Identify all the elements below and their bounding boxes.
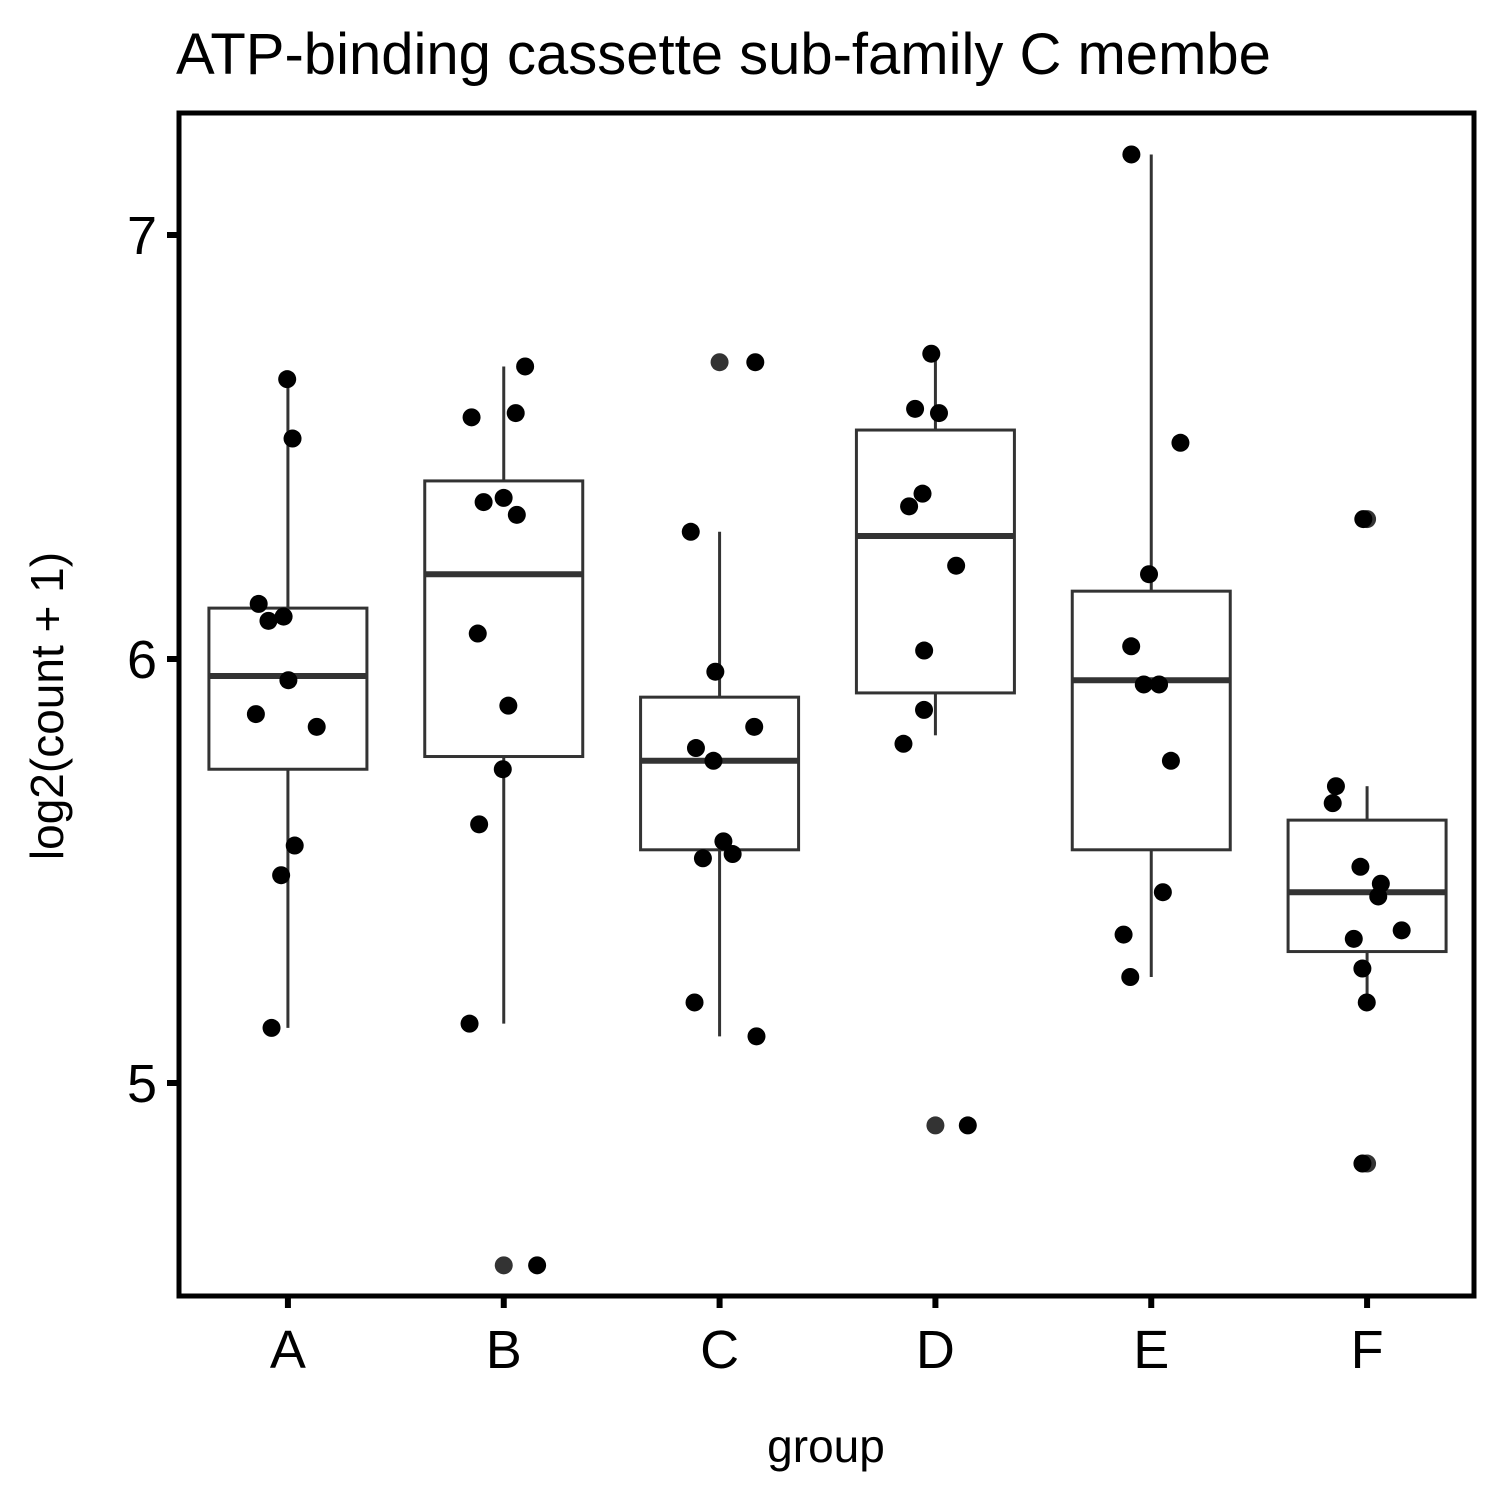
data-point [1357, 993, 1376, 1012]
data-point [1323, 794, 1342, 813]
data-point [714, 832, 733, 851]
data-point [279, 671, 298, 690]
data-point [1140, 565, 1159, 584]
data-point [246, 705, 265, 724]
data-point [272, 866, 291, 885]
data-point [1353, 1154, 1372, 1173]
data-point [1122, 145, 1141, 164]
data-point [493, 760, 512, 779]
data-point [1353, 959, 1372, 978]
data-point [1122, 637, 1141, 656]
data-point [262, 1018, 281, 1037]
data-point [283, 429, 302, 448]
data-point [507, 505, 526, 524]
iqr-box [854, 428, 1016, 695]
data-point [1161, 751, 1180, 770]
box-B [423, 366, 585, 1024]
data-point [704, 751, 723, 770]
data-point [494, 488, 513, 507]
x-tick-label: B [486, 1320, 522, 1380]
data-point [900, 497, 919, 516]
x-axis-title: group [767, 1420, 885, 1472]
data-point [686, 739, 705, 758]
outlier-point [710, 353, 729, 372]
y-tick-label: 6 [127, 630, 157, 690]
plot-marks [207, 145, 1448, 1275]
x-tick-label: D [916, 1320, 955, 1380]
data-point [915, 641, 934, 660]
data-point [499, 696, 518, 715]
data-point [1351, 857, 1370, 876]
iqr-box [1286, 818, 1448, 954]
x-tick-label: F [1351, 1320, 1384, 1380]
plot-panel-border [176, 110, 1477, 1299]
data-point [913, 484, 932, 503]
iqr-box [423, 479, 585, 759]
data-point [723, 845, 742, 864]
x-tick-label: A [270, 1320, 306, 1380]
iqr-box [1070, 589, 1232, 852]
data-point [958, 1116, 977, 1135]
data-point [528, 1256, 547, 1275]
data-point [906, 399, 925, 418]
data-point [1369, 887, 1388, 906]
box-F [1286, 786, 1448, 1003]
y-tick-label: 5 [127, 1054, 157, 1114]
data-point [1354, 510, 1373, 529]
box-D [854, 353, 1016, 736]
data-point [516, 357, 535, 376]
data-point [1114, 925, 1133, 944]
data-point [693, 849, 712, 868]
outlier-point [494, 1256, 513, 1275]
outlier-point [926, 1116, 945, 1135]
data-point [462, 408, 481, 427]
data-point [285, 836, 304, 855]
data-point [278, 370, 297, 389]
data-point [274, 607, 293, 626]
data-point [947, 556, 966, 575]
data-point [681, 522, 700, 541]
data-point [1326, 777, 1345, 796]
data-point [470, 815, 489, 834]
data-point [929, 404, 948, 423]
data-point [474, 493, 493, 512]
data-point [746, 353, 765, 372]
box-A [207, 379, 369, 1028]
data-point [249, 594, 268, 613]
box-E [1070, 154, 1232, 977]
data-point [1153, 883, 1172, 902]
y-axis-title: log2(count + 1) [21, 552, 73, 860]
chart-title: ATP-binding cassette sub-family C membe [176, 22, 1271, 87]
data-point [685, 993, 704, 1012]
x-tick-label: E [1133, 1320, 1169, 1380]
x-axis: A B C D E F [270, 1296, 1384, 1380]
data-point [506, 404, 525, 423]
y-axis: 5 6 7 [127, 206, 179, 1114]
iqr-box [639, 695, 801, 852]
data-point [468, 624, 487, 643]
data-point [894, 734, 913, 753]
data-point [706, 662, 725, 681]
data-point [1134, 675, 1153, 694]
data-point [915, 700, 934, 719]
data-point [307, 717, 326, 736]
data-point [1121, 968, 1140, 986]
data-point [922, 344, 941, 363]
data-point [745, 717, 764, 736]
data-point [1344, 929, 1363, 948]
y-tick-label: 7 [127, 206, 157, 266]
data-point [1150, 675, 1169, 694]
data-point [1171, 433, 1190, 452]
box-C [639, 531, 801, 1037]
data-point [460, 1014, 479, 1033]
data-point [1392, 921, 1411, 940]
data-point [259, 611, 278, 630]
data-point [747, 1027, 766, 1046]
x-tick-label: C [700, 1320, 739, 1380]
